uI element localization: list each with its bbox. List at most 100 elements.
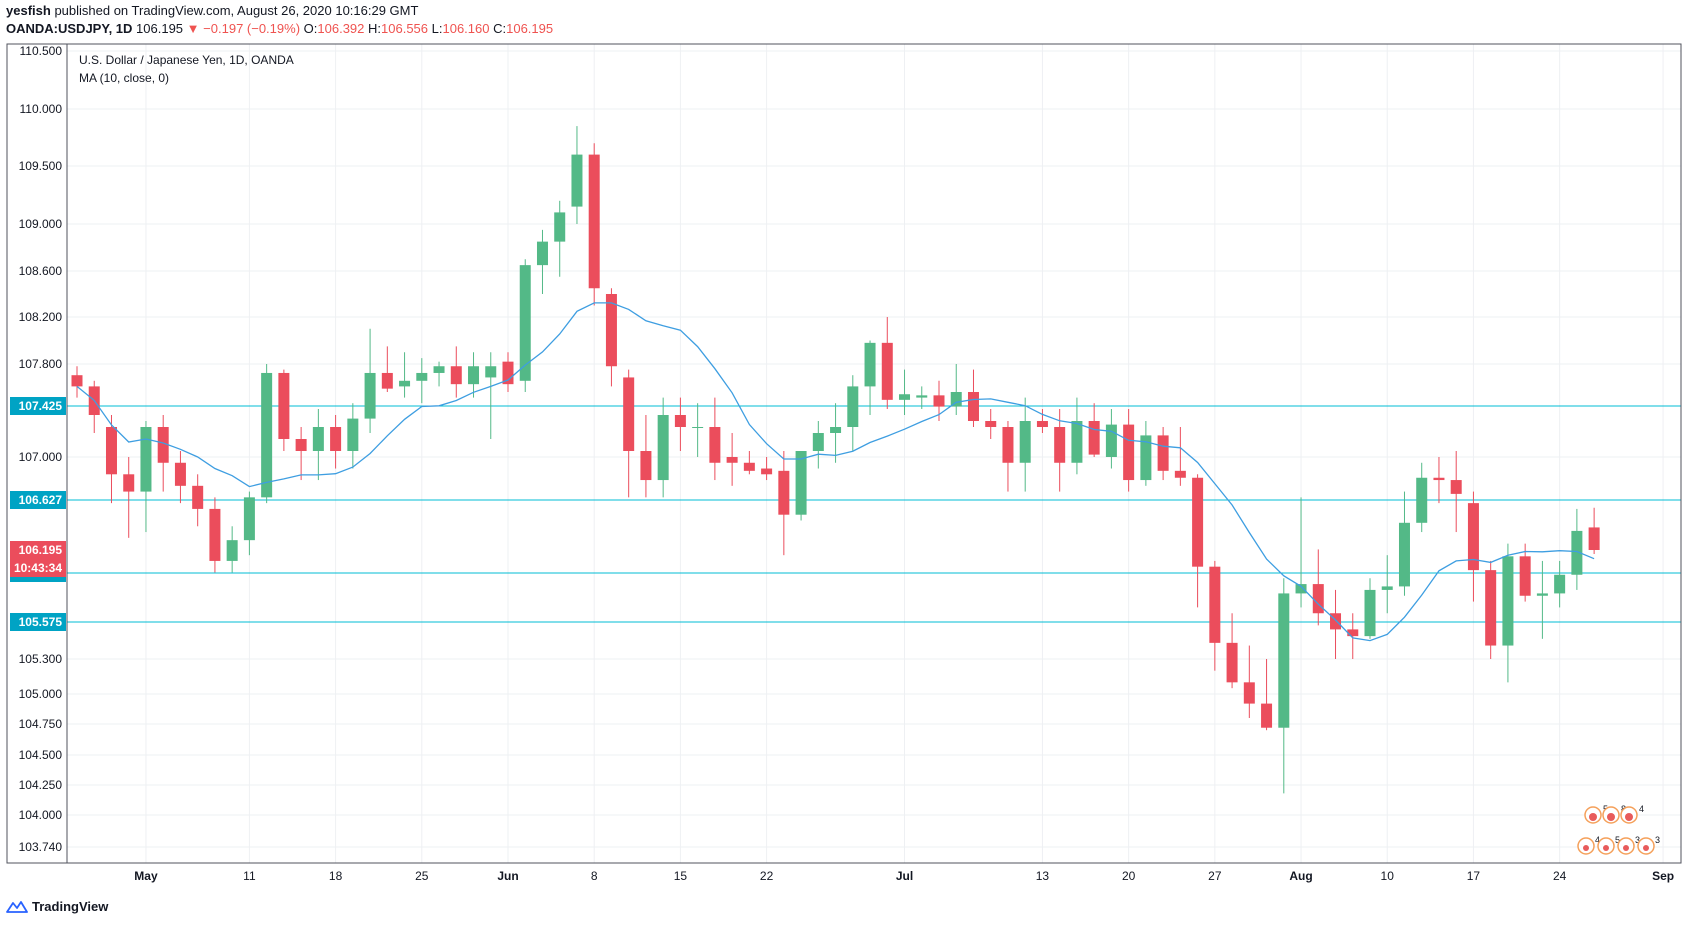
- candle-body: [399, 380, 411, 387]
- candle: [1398, 491, 1410, 596]
- candle: [1002, 421, 1014, 492]
- candle-body: [364, 372, 376, 419]
- candle: [1571, 508, 1583, 590]
- candle-body: [1398, 522, 1410, 587]
- candle: [364, 328, 376, 433]
- candle-body: [1536, 593, 1548, 596]
- close-value: 106.195: [506, 21, 554, 36]
- candle: [881, 317, 893, 409]
- candle-body: [1261, 703, 1273, 728]
- candle-body: [864, 342, 876, 387]
- candle: [623, 369, 635, 498]
- candle-body: [674, 415, 686, 427]
- publisher-name[interactable]: yesfish: [6, 3, 51, 18]
- candle-body: [261, 372, 273, 498]
- candle: [278, 369, 290, 451]
- candle: [916, 386, 928, 409]
- candle-body: [778, 470, 790, 515]
- candle: [536, 229, 548, 294]
- published-text: published on TradingView.com, August 26,…: [54, 3, 419, 18]
- candle-body: [243, 497, 255, 541]
- candle: [571, 126, 583, 224]
- candle-body: [381, 372, 393, 389]
- candle: [450, 346, 462, 398]
- candle: [778, 451, 790, 556]
- candle-body: [899, 394, 911, 400]
- level-label: 105.575: [19, 615, 63, 629]
- candle: [1278, 578, 1290, 794]
- candle: [105, 415, 117, 504]
- price-tick-label: 107.000: [19, 450, 63, 464]
- candle: [312, 409, 324, 481]
- candle-body: [692, 427, 704, 428]
- candle: [123, 457, 135, 538]
- candle-body: [433, 366, 445, 373]
- time-tick-label: 11: [243, 869, 256, 883]
- event-icons[interactable]: 5844533: [1577, 804, 1660, 855]
- candle-body: [1105, 424, 1117, 457]
- time-tick-label: 22: [760, 869, 774, 883]
- candle-body: [416, 372, 428, 381]
- time-tick-label: 18: [329, 869, 343, 883]
- candle: [761, 457, 773, 481]
- candle: [1312, 549, 1324, 626]
- candle: [554, 200, 566, 277]
- event-count-label: 4: [1639, 804, 1644, 814]
- candle-body: [1226, 642, 1238, 683]
- candle-body: [554, 212, 566, 242]
- candle: [1123, 409, 1135, 492]
- candles: [71, 126, 1600, 794]
- candle: [709, 397, 721, 481]
- time-tick-label: 10: [1381, 869, 1395, 883]
- last-price-label-bg: [10, 541, 66, 577]
- candle-body: [1088, 421, 1100, 455]
- candle: [950, 364, 962, 415]
- candle-body: [1278, 593, 1290, 728]
- candle-body: [830, 427, 842, 433]
- candle: [605, 288, 617, 387]
- time-axis[interactable]: May 11 18 25 Jun 8 15 22 Jul 13 20 27 Aug 10 17 24 Sep: [134, 869, 1674, 883]
- candle-body: [1433, 477, 1445, 481]
- candle: [1192, 474, 1204, 608]
- last-price-label: 106.195: [19, 543, 63, 557]
- price-tick-label: 104.500: [19, 748, 63, 762]
- candle: [347, 403, 359, 469]
- candle-body: [485, 366, 497, 378]
- candle-body: [278, 372, 290, 439]
- price-tick-label: 103.740: [19, 840, 63, 854]
- event-flag-icon: [1625, 813, 1633, 821]
- candle: [674, 397, 686, 451]
- candle: [157, 415, 169, 492]
- candle-body: [450, 366, 462, 385]
- time-tick-label: Jun: [497, 869, 518, 883]
- candle: [795, 451, 807, 521]
- price-tick-label: 110.500: [20, 44, 63, 58]
- legend-title: U.S. Dollar / Japanese Yen, 1D, OANDA: [79, 53, 294, 67]
- candle: [1209, 560, 1221, 671]
- candle: [1485, 560, 1497, 659]
- candle-body: [468, 366, 480, 385]
- time-tick-label: 20: [1122, 869, 1136, 883]
- candle-body: [536, 241, 548, 266]
- candle: [640, 415, 652, 498]
- candle-body: [1450, 480, 1462, 494]
- last-price: 106.195: [136, 21, 184, 36]
- candle-body: [588, 154, 600, 289]
- candle: [743, 451, 755, 475]
- candle: [967, 369, 979, 427]
- candle-body: [1381, 586, 1393, 590]
- candle-body: [1485, 570, 1497, 646]
- candle: [1364, 578, 1376, 639]
- candle: [1261, 659, 1273, 731]
- candle: [847, 375, 859, 451]
- candle-body: [140, 427, 152, 492]
- price-axis[interactable]: 110.500 110.000 109.500 109.000 108.600 108.2…: [10, 44, 66, 854]
- countdown-label: 10:43:34: [14, 561, 62, 575]
- event-count-label: 4: [1595, 835, 1600, 845]
- footer-brand[interactable]: TradingView: [6, 899, 108, 914]
- candle: [1243, 645, 1255, 718]
- candle: [726, 433, 738, 486]
- candle: [399, 352, 411, 398]
- candle-body: [71, 375, 83, 387]
